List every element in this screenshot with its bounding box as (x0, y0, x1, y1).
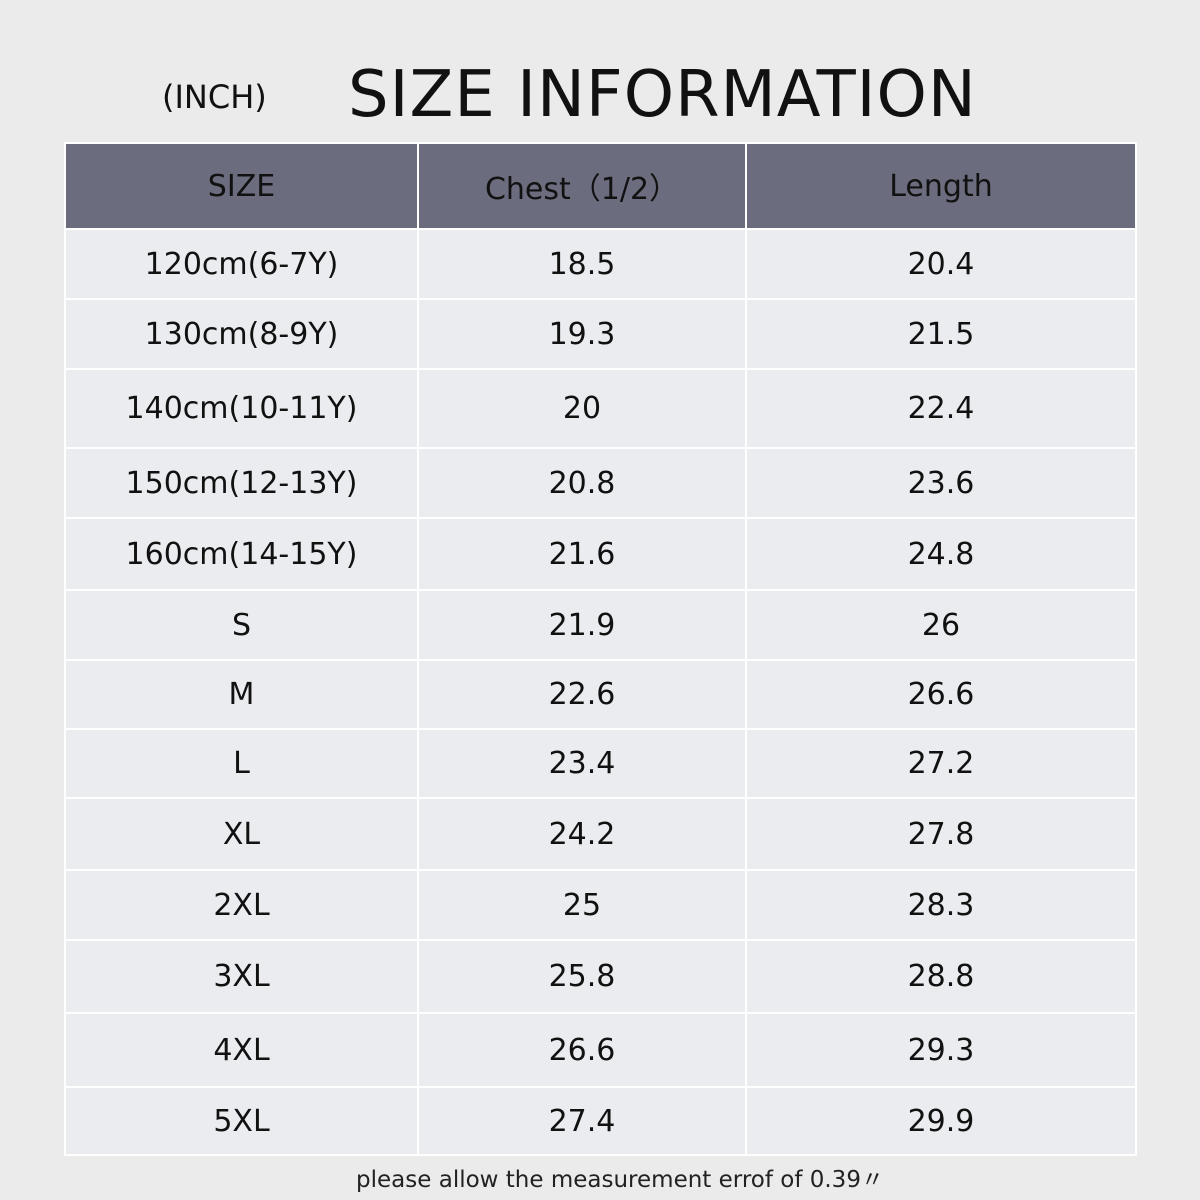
chest-cell: 25.8 (417, 939, 747, 1014)
length-cell: 21.5 (745, 298, 1137, 370)
size-cell: 150cm(12-13Y) (64, 447, 419, 519)
measurement-note: please allow the measurement errof of 0.… (356, 1167, 884, 1193)
chest-cell: 22.6 (417, 659, 747, 730)
table-row: 150cm(12-13Y) 20.8 23.6 (64, 447, 1137, 519)
chest-cell: 18.5 (417, 228, 747, 300)
chest-cell: 20 (417, 368, 747, 449)
length-cell: 23.6 (745, 447, 1137, 519)
size-cell: 5XL (64, 1086, 419, 1156)
length-cell: 20.4 (745, 228, 1137, 300)
size-cell: 2XL (64, 869, 419, 941)
table-row: 130cm(8-9Y) 19.3 21.5 (64, 298, 1137, 370)
size-cell: 130cm(8-9Y) (64, 298, 419, 370)
chest-cell: 24.2 (417, 797, 747, 871)
chest-cell: 26.6 (417, 1012, 747, 1088)
table-row: L 23.4 27.2 (64, 728, 1137, 799)
size-cell: S (64, 589, 419, 661)
table-row: 5XL 27.4 29.9 (64, 1086, 1137, 1156)
table-header-row: SIZE Chest（1/2） Length (64, 142, 1137, 230)
size-cell: 4XL (64, 1012, 419, 1088)
size-cell: 120cm(6-7Y) (64, 228, 419, 300)
chest-cell: 25 (417, 869, 747, 941)
table-row: 120cm(6-7Y) 18.5 20.4 (64, 228, 1137, 300)
length-cell: 27.2 (745, 728, 1137, 799)
unit-label: (INCH) (162, 78, 267, 116)
size-cell: 160cm(14-15Y) (64, 517, 419, 591)
size-cell: 3XL (64, 939, 419, 1014)
chest-cell: 21.9 (417, 589, 747, 661)
chest-cell: 27.4 (417, 1086, 747, 1156)
length-cell: 22.4 (745, 368, 1137, 449)
chest-cell: 20.8 (417, 447, 747, 519)
length-cell: 28.8 (745, 939, 1137, 1014)
table-row: 2XL 25 28.3 (64, 869, 1137, 941)
size-cell: 140cm(10-11Y) (64, 368, 419, 449)
column-header-chest: Chest（1/2） (417, 142, 747, 230)
table-row: M 22.6 26.6 (64, 659, 1137, 730)
table-row: XL 24.2 27.8 (64, 797, 1137, 871)
size-cell: M (64, 659, 419, 730)
size-cell: XL (64, 797, 419, 871)
length-cell: 27.8 (745, 797, 1137, 871)
size-cell: L (64, 728, 419, 799)
table-row: S 21.9 26 (64, 589, 1137, 661)
length-cell: 29.3 (745, 1012, 1137, 1088)
chest-cell: 23.4 (417, 728, 747, 799)
column-header-length: Length (745, 142, 1137, 230)
size-table: SIZE Chest（1/2） Length 120cm(6-7Y) 18.5 20… (64, 142, 1137, 1156)
chest-cell: 21.6 (417, 517, 747, 591)
table-row: 3XL 25.8 28.8 (64, 939, 1137, 1014)
length-cell: 26 (745, 589, 1137, 661)
table-row: 140cm(10-11Y) 20 22.4 (64, 368, 1137, 449)
length-cell: 24.8 (745, 517, 1137, 591)
length-cell: 26.6 (745, 659, 1137, 730)
length-cell: 28.3 (745, 869, 1137, 941)
chest-cell: 19.3 (417, 298, 747, 370)
length-cell: 29.9 (745, 1086, 1137, 1156)
page-title: SIZE INFORMATION (348, 58, 977, 132)
column-header-size: SIZE (64, 142, 419, 230)
table-row: 160cm(14-15Y) 21.6 24.8 (64, 517, 1137, 591)
table-row: 4XL 26.6 29.3 (64, 1012, 1137, 1088)
